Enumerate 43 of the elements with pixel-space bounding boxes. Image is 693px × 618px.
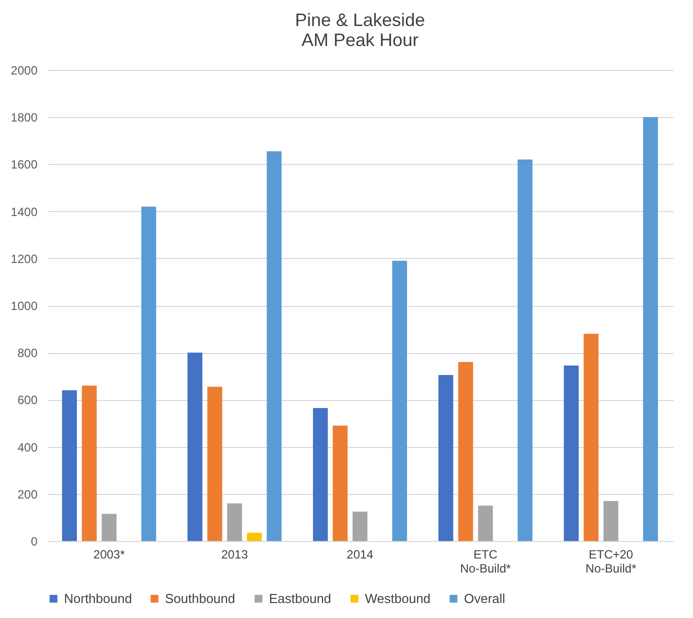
bar [312, 408, 328, 541]
bar [266, 151, 282, 541]
x-tick-label: ETC+20 No-Build* [586, 548, 637, 576]
y-tick-label: 1000 [10, 299, 38, 313]
bar [207, 386, 222, 541]
chart-title: Pine & Lakeside AM Peak Hour [294, 10, 426, 50]
legend-label: Eastbound [269, 590, 332, 606]
bar [62, 390, 77, 541]
bar [584, 334, 599, 541]
y-tick-label: 1800 [10, 110, 38, 125]
x-tick-label: ETC No-Build* [460, 548, 512, 576]
x-tick-label: 2003* [93, 548, 126, 562]
y-tick-label: 1200 [10, 252, 38, 266]
bar [643, 117, 658, 541]
x-tick-label: 2013 [221, 548, 248, 562]
legend-label: Westbound [365, 590, 431, 606]
y-tick-label: 1400 [10, 204, 38, 219]
bar [141, 206, 156, 541]
y-tick-label: 0 [30, 534, 38, 548]
y-tick-label: 400 [17, 440, 38, 454]
legend-label: Southbound [165, 590, 236, 606]
bar [564, 366, 579, 541]
bar [392, 260, 408, 541]
legend-label: Northbound [64, 590, 132, 606]
legend-label: Overall [464, 590, 506, 606]
bar [603, 500, 618, 541]
bar [438, 374, 454, 541]
bar [227, 503, 242, 541]
bar [102, 514, 117, 541]
y-tick-label: 200 [17, 487, 38, 502]
y-tick-label: 800 [17, 346, 38, 360]
bar [246, 532, 262, 541]
bar [352, 512, 368, 541]
bar [188, 352, 202, 541]
bar [458, 362, 474, 541]
bar [82, 386, 97, 541]
x-tick-label: 2014 [346, 548, 374, 562]
bar [332, 426, 348, 541]
y-tick-label: 600 [17, 393, 38, 408]
bar [478, 506, 493, 541]
bar [518, 159, 532, 541]
y-tick-label: 1600 [10, 158, 38, 172]
y-tick-label: 2000 [10, 64, 38, 78]
